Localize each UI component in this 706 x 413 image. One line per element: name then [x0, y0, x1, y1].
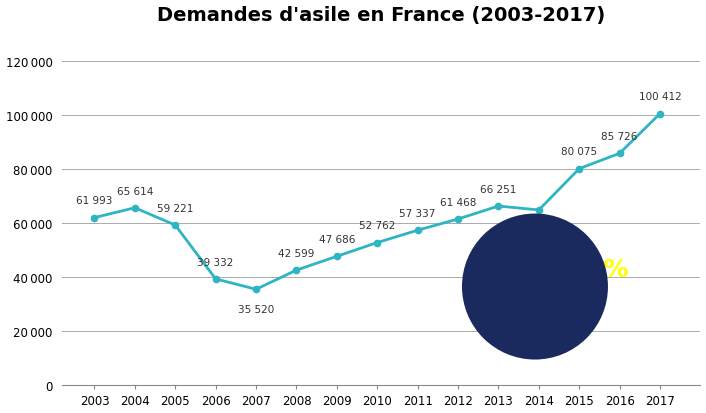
Text: 85 726: 85 726	[602, 132, 638, 142]
Text: 61 993: 61 993	[76, 196, 113, 206]
Text: 39 332: 39 332	[198, 257, 234, 267]
Text: + 17%: + 17%	[539, 257, 628, 281]
Text: 61 468: 61 468	[440, 197, 477, 207]
Title: Demandes d'asile en France (2003-2017): Demandes d'asile en France (2003-2017)	[157, 5, 606, 24]
Text: 59 221: 59 221	[157, 203, 193, 214]
Text: 57 337: 57 337	[400, 209, 436, 218]
Text: 42 599: 42 599	[278, 248, 315, 258]
Text: 65 614: 65 614	[116, 186, 153, 196]
Text: 47 686: 47 686	[318, 235, 355, 244]
Text: 80 075: 80 075	[561, 147, 597, 157]
Text: 52 762: 52 762	[359, 221, 395, 231]
Text: 66 251: 66 251	[480, 185, 517, 195]
Text: 64 811: 64 811	[520, 225, 557, 235]
Text: 100 412: 100 412	[639, 92, 681, 102]
Text: 2016→ 2017: 2016→ 2017	[544, 314, 622, 327]
Text: 35 520: 35 520	[238, 304, 274, 314]
